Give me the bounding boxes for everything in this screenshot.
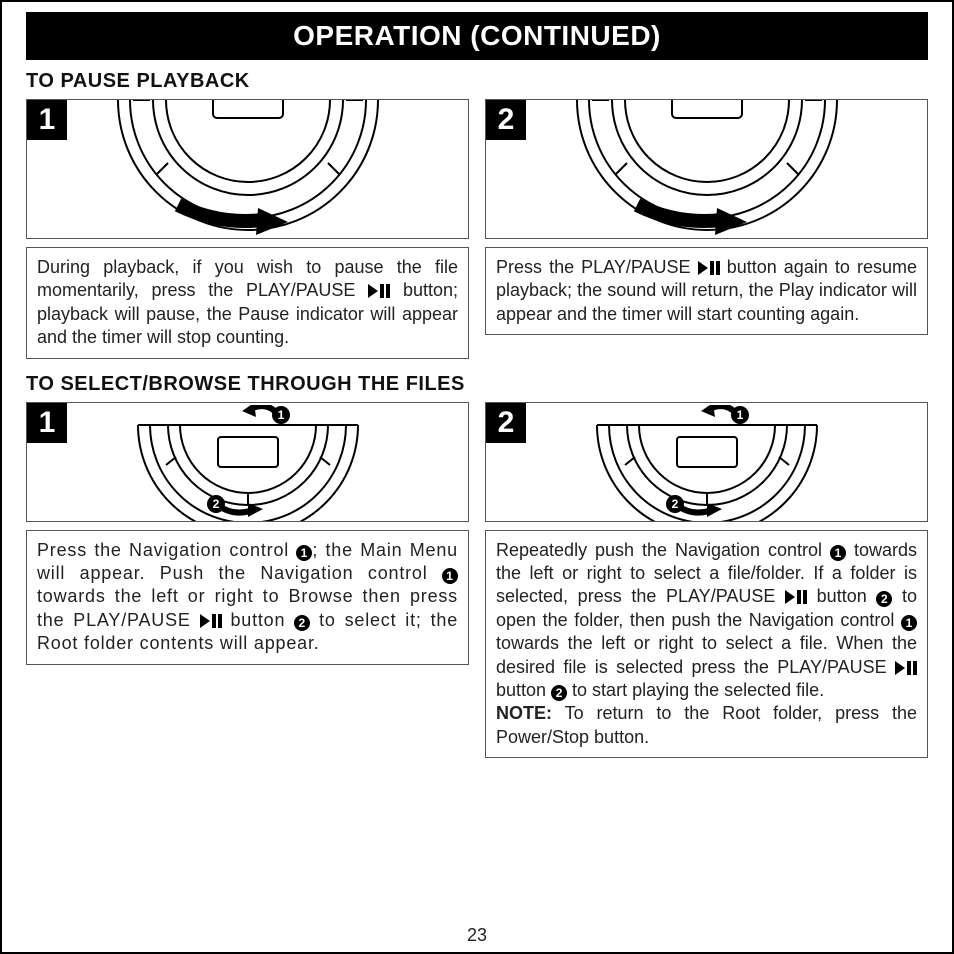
circled-1-icon: 1 (296, 545, 312, 561)
section2-heading: TO SELECT/BROWSE THROUGH THE FILES (26, 373, 928, 396)
section2-step1-text: Press the Navigation control 1; the Main… (26, 530, 469, 665)
circled-1-icon: 1 (901, 615, 917, 631)
play-pause-icon (698, 261, 720, 275)
text-frag: Press the Navigation control (37, 540, 296, 560)
svg-text:1: 1 (736, 408, 743, 422)
text-frag: button (496, 680, 551, 700)
note-label: NOTE: (496, 703, 552, 723)
page-title: OPERATION (CONTINUED) (293, 20, 661, 51)
circled-1-icon: 1 (442, 568, 458, 584)
section2-step2-text: Repeatedly push the Navigation control 1… (485, 530, 928, 759)
section1-heading: TO PAUSE PLAYBACK (26, 70, 928, 93)
text-frag: towards the left or right to select a fi… (496, 633, 917, 676)
circled-2-icon: 2 (551, 685, 567, 701)
text-frag: Press the PLAY/PAUSE (496, 257, 698, 277)
circled-2-icon: 2 (876, 591, 892, 607)
play-pause-icon (785, 590, 807, 604)
circled-1-icon: 1 (830, 545, 846, 561)
svg-text:2: 2 (212, 497, 219, 511)
device-dial-illustration (68, 99, 428, 239)
device-half-dial-illustration: 1 2 (118, 405, 378, 522)
section2-text-row: Press the Navigation control 1; the Main… (26, 530, 928, 759)
step-badge-2: 2 (486, 403, 526, 443)
play-pause-icon (895, 661, 917, 675)
text-frag: button (222, 610, 295, 630)
text-frag: button (807, 586, 876, 606)
section1-step2-image: 2 (485, 99, 928, 239)
section1-text-row: During playback, if you wish to pause th… (26, 247, 928, 359)
device-dial-illustration (527, 99, 887, 239)
section1-images-row: 1 (26, 99, 928, 239)
section2-step2-image: 2 1 2 (485, 402, 928, 522)
section1-step1-image: 1 (26, 99, 469, 239)
circled-2-icon: 2 (294, 615, 310, 631)
section1-step1-text: During playback, if you wish to pause th… (26, 247, 469, 359)
step-badge-1: 1 (27, 403, 67, 443)
page-number: 23 (2, 925, 952, 946)
note-text: To return to the Root folder, press the … (496, 703, 917, 746)
section2-images-row: 1 1 (26, 402, 928, 522)
svg-text:2: 2 (671, 497, 678, 511)
play-pause-icon (368, 284, 390, 298)
svg-text:1: 1 (277, 408, 284, 422)
step-badge-1: 1 (27, 100, 67, 140)
text-frag: to start playing the selected file. (567, 680, 824, 700)
page-title-bar: OPERATION (CONTINUED) (26, 12, 928, 60)
section2-step1-image: 1 1 (26, 402, 469, 522)
device-half-dial-illustration: 1 2 (577, 405, 837, 522)
play-pause-icon (200, 614, 222, 628)
section1-step2-text: Press the PLAY/PAUSE button again to res… (485, 247, 928, 335)
text-frag: Repeatedly push the Navigation control (496, 540, 830, 560)
step-badge-2: 2 (486, 100, 526, 140)
